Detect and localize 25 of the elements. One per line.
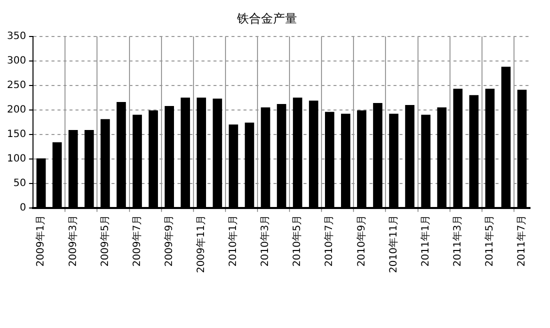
x-tick-label: 2011年1月 bbox=[419, 214, 432, 267]
y-tick-label: 250 bbox=[6, 80, 26, 91]
x-tick-label: 2010年9月 bbox=[355, 214, 368, 267]
x-tick-label: 2009年5月 bbox=[98, 214, 111, 267]
x-tick-label: 2010年5月 bbox=[291, 214, 304, 267]
y-tick-label: 0 bbox=[20, 202, 26, 214]
x-tick-label: 2010年11月 bbox=[387, 214, 400, 274]
x-tick-label: 2009年9月 bbox=[162, 214, 175, 267]
y-tick-label: 100 bbox=[6, 153, 26, 164]
y-tick-label: 200 bbox=[6, 104, 26, 116]
x-tick-label: 2010年7月 bbox=[323, 214, 336, 267]
x-tick-label: 2011年7月 bbox=[516, 214, 528, 267]
x-tick-label: 2009年3月 bbox=[66, 214, 79, 267]
y-tick-label: 300 bbox=[6, 55, 26, 66]
y-tick-label: 350 bbox=[6, 30, 26, 42]
x-tick-label: 2010年1月 bbox=[227, 214, 240, 267]
x-tick-label: 2009年11月 bbox=[194, 214, 207, 274]
chart-title: 铁合金产量 bbox=[236, 11, 297, 26]
x-tick-label: 2009年1月 bbox=[34, 214, 47, 267]
x-tick-label: 2011年3月 bbox=[451, 214, 464, 267]
x-tick-label: 2010年3月 bbox=[259, 214, 272, 267]
x-tick-label: 2011年5月 bbox=[484, 214, 496, 267]
y-tick-label: 150 bbox=[6, 128, 26, 140]
x-tick-label: 2009年7月 bbox=[130, 214, 143, 267]
y-tick-label: 50 bbox=[13, 178, 26, 189]
